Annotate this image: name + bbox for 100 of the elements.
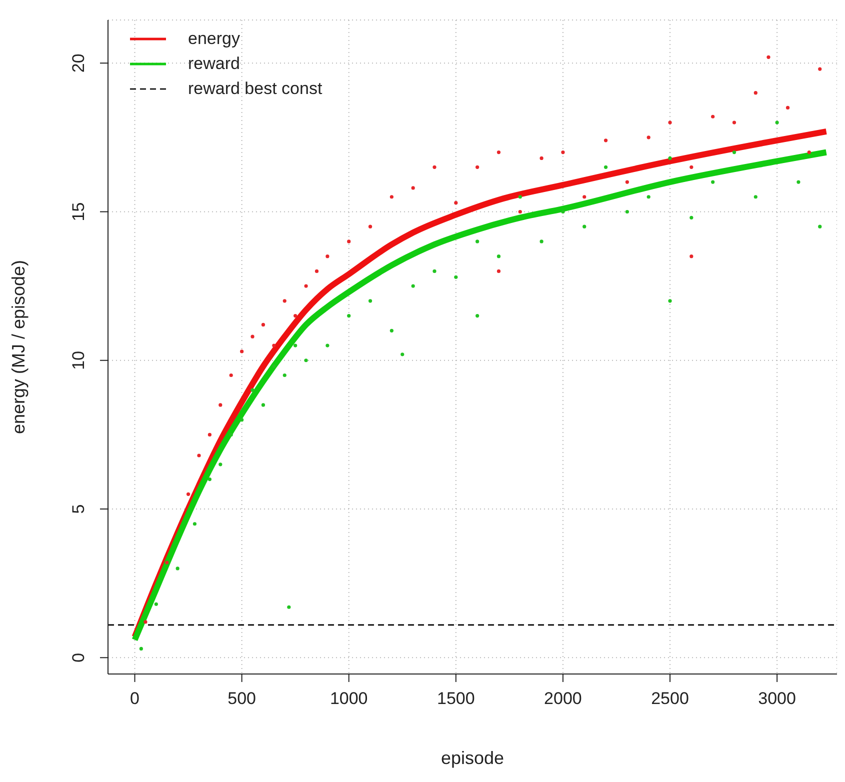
point — [625, 180, 629, 184]
point — [229, 373, 233, 378]
point — [218, 403, 222, 407]
point — [390, 328, 394, 332]
legend-label: reward best const — [188, 78, 322, 100]
point — [711, 114, 715, 118]
x-tick-label: 1500 — [436, 689, 475, 708]
point — [261, 403, 266, 407]
point — [496, 269, 501, 273]
legend-label: energy — [188, 28, 240, 50]
point — [432, 269, 436, 273]
y-tick-label: 10 — [69, 350, 88, 370]
point — [496, 254, 501, 258]
y-tick-label: 20 — [69, 54, 88, 73]
point — [786, 106, 790, 110]
point — [540, 240, 544, 244]
point — [796, 180, 800, 184]
point — [282, 373, 286, 378]
point — [807, 150, 811, 154]
point — [518, 210, 522, 214]
point — [690, 165, 694, 169]
point — [454, 275, 458, 279]
point — [582, 195, 586, 199]
point — [476, 165, 480, 169]
point — [711, 180, 715, 184]
point — [668, 299, 672, 303]
legend-label: reward — [188, 53, 240, 75]
point — [347, 240, 351, 244]
y-tick-label: 5 — [69, 504, 88, 514]
point — [561, 210, 565, 214]
point — [561, 150, 565, 154]
point — [287, 605, 291, 609]
point — [294, 344, 298, 348]
point — [144, 620, 148, 624]
point — [390, 195, 394, 199]
point — [604, 138, 608, 142]
point — [304, 284, 308, 288]
x-tick-label: 3000 — [758, 689, 796, 708]
point — [732, 120, 736, 124]
point — [240, 350, 244, 354]
point — [668, 156, 672, 160]
point — [411, 186, 415, 190]
point — [646, 136, 650, 140]
point — [690, 254, 694, 258]
point — [400, 352, 404, 356]
point — [754, 91, 758, 95]
y-axis-title: energy (MJ / episode) — [8, 260, 28, 434]
point — [368, 224, 372, 228]
point — [347, 314, 351, 318]
point — [818, 224, 822, 228]
point — [818, 67, 822, 71]
point — [754, 195, 758, 199]
point — [368, 299, 372, 303]
point — [476, 314, 480, 318]
y-tick-label: 0 — [69, 652, 88, 662]
point — [625, 210, 629, 214]
point — [766, 55, 770, 59]
point — [282, 299, 286, 303]
point — [261, 322, 266, 327]
point — [476, 240, 480, 244]
point — [139, 646, 143, 651]
point — [154, 602, 158, 606]
x-axis-title: episode — [440, 748, 504, 768]
x-tick-label: 0 — [130, 689, 140, 708]
point — [432, 165, 436, 169]
point — [775, 120, 779, 124]
point — [304, 358, 308, 362]
point — [272, 364, 276, 368]
point — [229, 432, 233, 436]
point — [250, 334, 254, 338]
x-tick-label: 2000 — [544, 689, 582, 708]
point — [272, 344, 276, 348]
x-tick-label: 2500 — [651, 689, 689, 708]
point — [604, 165, 608, 169]
point — [218, 462, 222, 466]
point — [176, 566, 180, 570]
point — [250, 388, 254, 392]
point — [186, 492, 190, 496]
x-tick-label: 500 — [228, 689, 256, 708]
point — [197, 454, 201, 458]
point — [496, 150, 501, 154]
point — [582, 224, 586, 228]
point — [208, 477, 212, 482]
point — [690, 216, 694, 220]
point — [240, 418, 244, 422]
point — [540, 156, 544, 160]
point — [208, 432, 212, 436]
y-tick-label: 15 — [69, 202, 88, 222]
point — [314, 269, 319, 273]
point — [732, 150, 736, 154]
x-tick-label: 1000 — [330, 689, 368, 708]
point — [294, 314, 298, 318]
point — [668, 120, 672, 124]
point — [454, 201, 458, 205]
point — [646, 195, 650, 199]
point — [192, 522, 197, 526]
point — [326, 254, 330, 258]
point — [326, 344, 330, 348]
point — [518, 195, 522, 199]
point — [411, 284, 415, 288]
